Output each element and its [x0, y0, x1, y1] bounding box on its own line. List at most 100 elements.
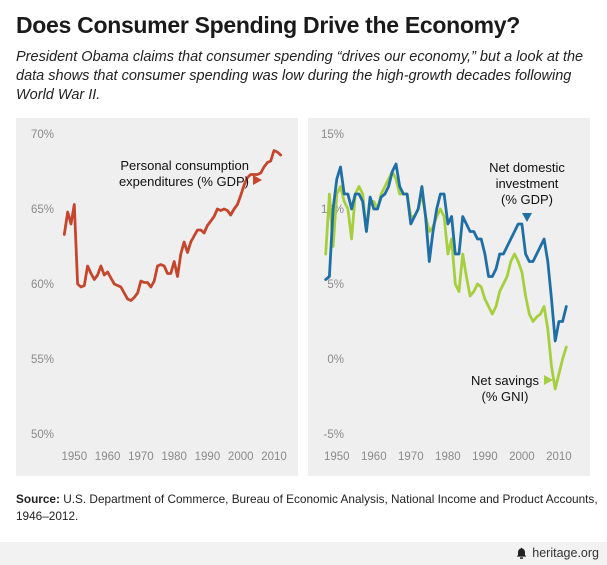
- x-tick-label: 1990: [195, 451, 221, 463]
- data-point: [450, 215, 453, 218]
- data-point: [80, 286, 82, 288]
- source-text: U.S. Department of Commerce, Bureau of E…: [16, 492, 598, 523]
- data-point: [480, 286, 483, 288]
- data-point: [495, 268, 497, 270]
- data-point: [358, 193, 360, 195]
- data-point: [146, 281, 149, 284]
- data-point: [506, 245, 508, 248]
- source-note: Source: U.S. Department of Commerce, Bur…: [16, 491, 607, 525]
- y-tick-label: 15%: [321, 129, 344, 141]
- data-point: [249, 173, 252, 176]
- data-point: [439, 193, 442, 195]
- data-point: [130, 299, 132, 302]
- data-point: [263, 166, 265, 168]
- y-tick-label: 50%: [31, 429, 54, 441]
- data-point: [554, 388, 557, 390]
- consumption-annotation: Personal consumption expenditures (% GDP): [119, 158, 249, 189]
- data-point: [120, 286, 122, 288]
- data-point: [543, 305, 545, 308]
- data-point: [380, 193, 383, 195]
- data-point: [279, 154, 282, 156]
- data-point: [86, 265, 89, 267]
- y-tick-label: 5%: [327, 279, 344, 291]
- data-point: [365, 230, 368, 233]
- investment-annotation-arrow: [522, 213, 532, 222]
- data-point: [513, 253, 516, 255]
- data-point: [189, 241, 192, 243]
- data-point: [546, 260, 549, 263]
- brand[interactable]: heritage.org: [516, 546, 599, 560]
- data-point: [73, 203, 76, 206]
- data-point: [150, 286, 152, 288]
- data-point: [103, 274, 106, 276]
- page-subtitle: President Obama claims that consumer spe…: [16, 49, 584, 103]
- page-title: Does Consumer Spending Drive the Economy…: [16, 12, 521, 38]
- y-tick-label: 0%: [327, 354, 344, 366]
- data-point: [196, 229, 199, 231]
- data-point: [539, 313, 542, 315]
- data-point: [66, 211, 69, 213]
- data-point: [458, 290, 460, 293]
- data-point: [335, 178, 338, 180]
- data-point: [324, 253, 327, 255]
- data-point: [443, 193, 445, 195]
- investment-savings-chart: -5%0%5%10%15%1950 1960 1970 1980 1990 2000 201…: [321, 129, 572, 463]
- data-point: [239, 194, 242, 197]
- y-tick-label: 55%: [31, 354, 54, 366]
- x-tick-label: 1970: [128, 451, 154, 463]
- data-point: [223, 208, 226, 210]
- data-point: [558, 320, 560, 323]
- data-point: [347, 208, 349, 210]
- data-point: [176, 275, 179, 278]
- data-point: [439, 208, 442, 210]
- data-point: [233, 208, 236, 210]
- data-point: [106, 271, 109, 273]
- data-point: [93, 278, 96, 281]
- data-point: [480, 238, 483, 240]
- data-point: [347, 193, 349, 195]
- data-point: [447, 223, 449, 225]
- data-point: [276, 151, 279, 153]
- data-point: [521, 223, 523, 225]
- consumption-chart: 50% 55% 60% 65% 70% 1950 1960 1970 1980 1990 2000 2…: [31, 129, 287, 463]
- data-point: [435, 208, 438, 210]
- data-point: [428, 260, 431, 263]
- data-point: [384, 185, 386, 188]
- data-point: [554, 340, 557, 342]
- data-point: [413, 215, 416, 218]
- investment-annotation-line: (% GDP): [501, 192, 553, 207]
- data-point: [498, 253, 501, 255]
- data-point: [70, 223, 72, 225]
- data-point: [354, 193, 357, 195]
- x-tick-label: 2000: [228, 451, 254, 463]
- data-point: [406, 193, 408, 195]
- data-point: [253, 173, 255, 176]
- data-point: [369, 196, 371, 198]
- data-point: [199, 229, 202, 231]
- data-point: [469, 230, 471, 233]
- data-point: [424, 215, 427, 218]
- data-point: [417, 208, 420, 210]
- data-point: [461, 215, 464, 218]
- data-point: [160, 263, 162, 266]
- data-point: [350, 238, 353, 240]
- data-point: [226, 209, 229, 212]
- data-point: [259, 172, 262, 174]
- data-point: [213, 215, 216, 218]
- data-point: [528, 313, 531, 315]
- data-point: [372, 200, 375, 203]
- data-point: [216, 208, 219, 210]
- data-point: [465, 275, 468, 278]
- brand-label: heritage.org: [532, 546, 599, 560]
- data-point: [229, 214, 232, 216]
- data-point: [443, 215, 445, 218]
- data-point: [387, 185, 390, 188]
- data-point: [163, 265, 166, 267]
- consumption-annotation-line: expenditures (% GDP): [119, 174, 249, 189]
- data-point: [140, 280, 142, 282]
- data-point: [143, 281, 146, 284]
- x-tick-label: 1960: [95, 451, 121, 463]
- data-point: [133, 296, 136, 299]
- data-point: [256, 173, 259, 176]
- data-point: [543, 238, 545, 240]
